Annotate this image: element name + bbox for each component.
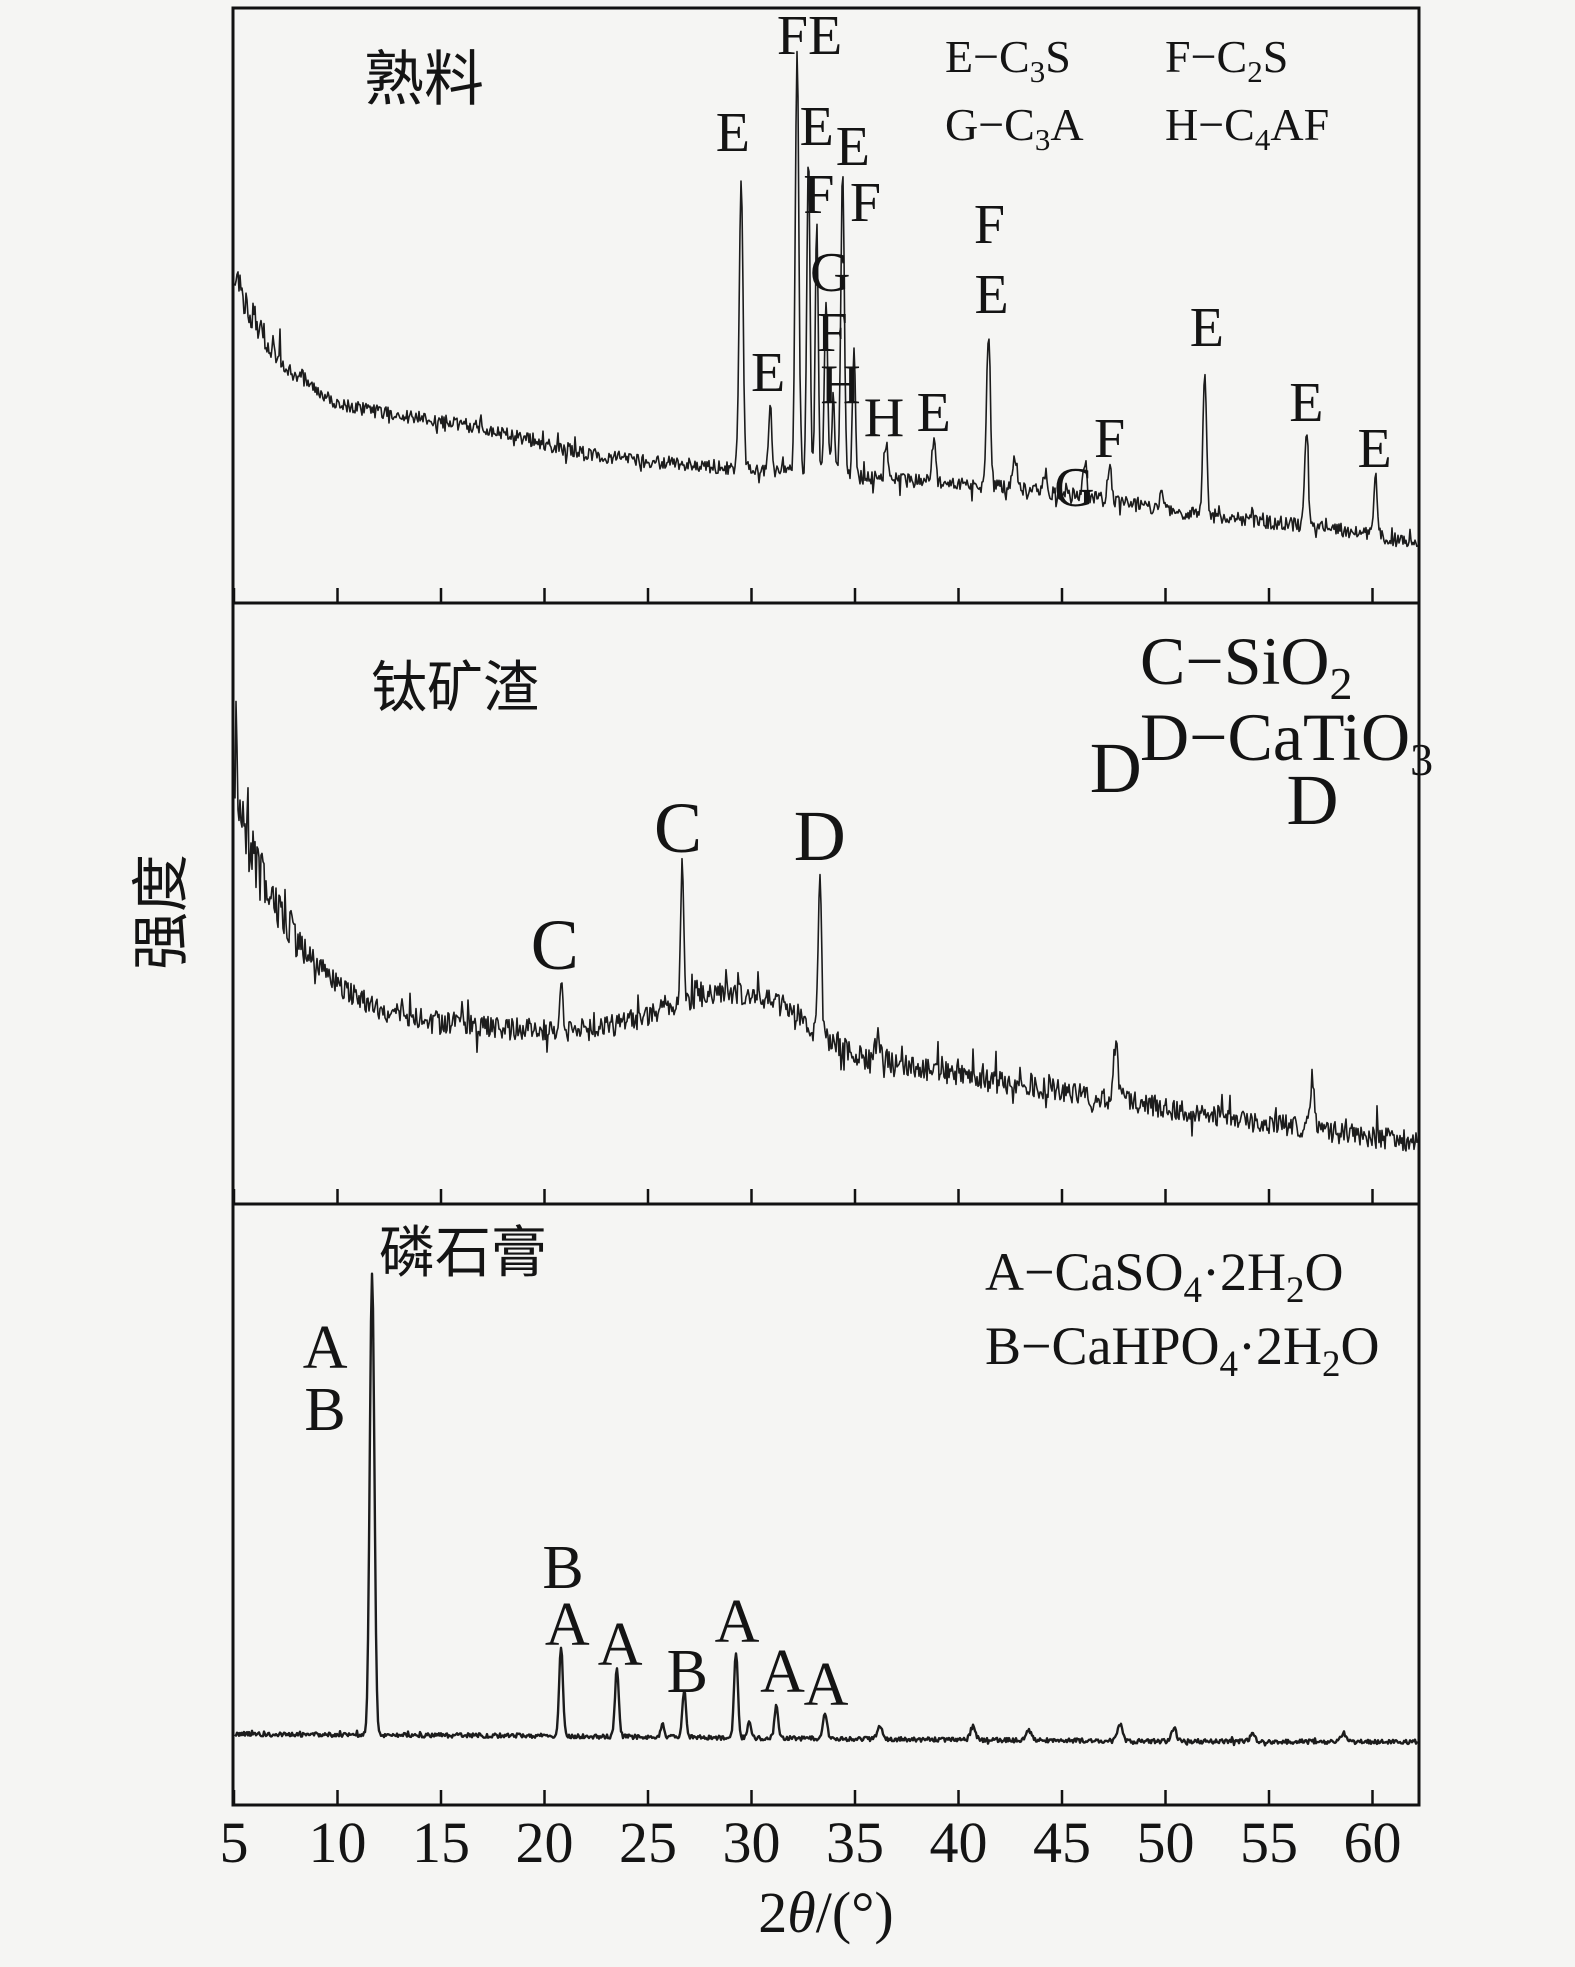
peak-annotation: C [531,905,579,985]
peak-annotation: A [804,1651,849,1719]
peak-annotation: E [974,264,1008,326]
panel-title-titanium-slag: 钛矿渣 [371,658,539,720]
peak-annotation: E [1190,297,1224,359]
x-tick-label: 35 [826,1810,884,1875]
legend-entry: E−C3S [945,31,1071,89]
panel-frames [231,6,1421,1807]
peak-annotation: F [817,302,848,364]
x-tick-label: 50 [1137,1810,1195,1875]
peak-annotation: E [917,382,951,444]
panel-title-clinker: 熟料 [364,47,484,113]
legend-entry: H−C4AF [1165,99,1329,157]
x-tick-label: 45 [1033,1810,1091,1875]
y-axis-title: 强度 [129,854,194,970]
legend-entry: B−CaHPO4·2H2O [985,1316,1379,1385]
peak-annotation: E [716,102,750,164]
peak-annotation: A [303,1314,348,1382]
peak-annotation: B [667,1638,708,1706]
panel-frame [231,1202,1421,1807]
x-tick-label: 55 [1240,1810,1298,1875]
peak-annotation: A [760,1638,805,1706]
peak-annotation: D [1090,728,1142,808]
peak-annotation: A [545,1591,590,1659]
peak-annotation: G [1054,457,1094,519]
peak-annotation: F [803,164,834,226]
legend-entry: C−SiO2 [1140,623,1353,709]
peak-annotation: F [850,172,881,234]
peak-annotation: E [836,116,870,178]
legend-entry: A−CaSO4·2H2O [985,1242,1343,1311]
peak-annotation: A [598,1611,643,1679]
peak-annotation: H [864,387,904,449]
x-axis-title: 2θ/(°) [758,1880,893,1945]
xrd-trace-1 [234,700,1418,1152]
x-tick-label: 5 [220,1810,249,1875]
peak-annotation: A [715,1588,760,1656]
diffraction-traces [234,50,1419,1747]
x-axis-ticks [232,588,1374,1804]
peak-annotation: E [751,342,785,404]
peak-annotation: F [1094,408,1125,470]
peak-annotation: C [654,788,702,868]
peak-annotation: B [304,1376,345,1444]
peak-annotation: F [974,194,1005,256]
legend-entry: D−CaTiO3 [1140,699,1433,785]
peak-annotation: H [820,354,860,416]
peak-annotation: E [1357,418,1391,480]
peak-annotation: B [542,1534,583,1602]
peak-annotation: D [794,796,846,876]
legend-entry: F−C2S [1165,31,1288,89]
xrd-trace-2 [234,1272,1419,1747]
peak-annotation: E [800,96,834,158]
peak-annotation: E [1289,372,1323,434]
x-tick-label: 10 [309,1810,367,1875]
peak-annotation: G [810,242,850,304]
x-tick-label: 15 [412,1810,470,1875]
peak-annotation: FE [777,5,842,67]
x-tick-label: 25 [619,1810,677,1875]
panel-title-phosphogypsum: 磷石膏 [379,1223,547,1285]
x-tick-label: 30 [723,1810,781,1875]
legend-entry: G−C3A [945,99,1084,157]
x-tick-label: 20 [516,1810,574,1875]
xrd-trace-0 [234,50,1418,548]
peak-annotation: D [1287,760,1339,840]
x-tick-label: 40 [930,1810,988,1875]
x-tick-label: 60 [1344,1810,1402,1875]
